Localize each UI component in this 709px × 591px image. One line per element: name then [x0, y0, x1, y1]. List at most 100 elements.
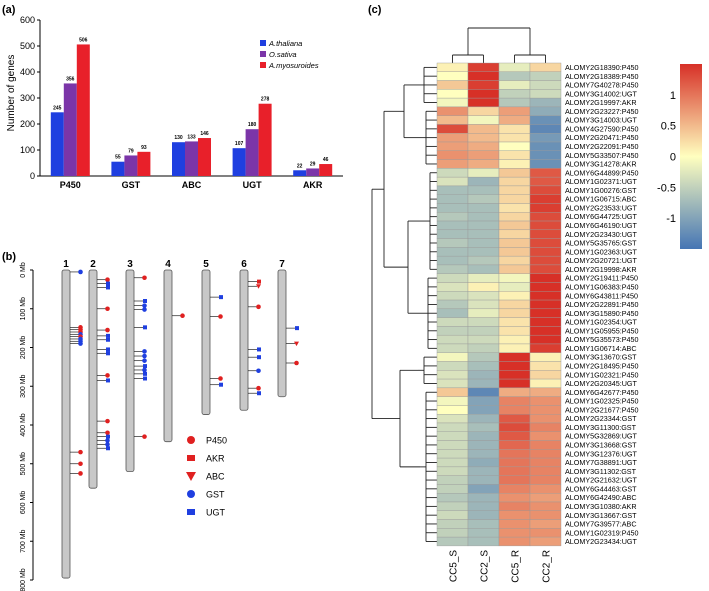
gene-marker-p450 — [256, 385, 261, 391]
heatmap-cell — [529, 431, 562, 441]
mb-tick-label: 600 Mb — [20, 491, 27, 514]
heatmap-cell — [467, 299, 500, 310]
gene-label: ALOMY2G23430:UGT — [565, 230, 638, 239]
bar-akr-3 — [319, 164, 333, 176]
colorbar-tick-label: 0.5 — [661, 121, 676, 133]
legend-marker-abc — [186, 472, 196, 481]
gene-label: ALOMY2G23344:GST — [565, 414, 637, 423]
chromosome-label-6: 6 — [241, 259, 247, 270]
heatmap-cell — [529, 405, 562, 415]
heatmap-cell — [529, 326, 562, 336]
gene-marker-p450 — [105, 277, 110, 282]
chromosome-label-7: 7 — [279, 259, 285, 270]
heatmap-cell — [498, 159, 531, 169]
legend-label-p450: P450 — [206, 436, 227, 446]
heatmap-cell — [467, 168, 500, 178]
heatmap-cell — [498, 150, 531, 160]
gene-label: ALOMY6G44899:P450 — [565, 168, 639, 177]
y-tick-label: 500 — [20, 41, 35, 51]
heatmap-cell — [498, 124, 531, 134]
gene-marker-p450 — [105, 306, 110, 312]
panel-b-chromosomes: 1 2 3 4 5 6 7 — [61, 259, 299, 579]
heatmap-cell — [436, 396, 469, 406]
heatmap-cell — [467, 484, 500, 494]
heatmap-cell — [467, 273, 500, 283]
heatmap-cell — [436, 168, 469, 178]
heatmap-cell — [467, 405, 500, 415]
colorbar: 1 0.5 0 -0.5 -1 — [657, 64, 702, 249]
heatmap-cell — [467, 203, 500, 213]
legend-label-gst: GST — [206, 490, 225, 500]
gene-label: ALOMY1G02325:P450 — [565, 397, 639, 406]
heatmap-cell — [498, 220, 531, 231]
heatmap-cell — [529, 378, 562, 389]
heatmap-cell — [436, 255, 469, 266]
heatmap-cell — [529, 203, 562, 213]
heatmap-cell — [498, 291, 531, 301]
gene-label: ALOMY1G06715:ABC — [565, 195, 637, 204]
gene-marker-abc — [294, 341, 299, 347]
heatmap-cell — [436, 510, 469, 520]
heatmap-cell — [498, 493, 531, 503]
gene-label: ALOMY5G33507:P450 — [565, 151, 639, 160]
heatmap-cell — [529, 194, 562, 204]
legend-marker-ugt — [187, 509, 195, 515]
gene-label: ALOMY3G13670:GST — [565, 353, 637, 362]
heatmap-cell — [467, 378, 500, 389]
column-labels: CC5_S CC2_S CC5_R CC2_R — [449, 550, 553, 583]
heatmap-cell — [529, 352, 562, 362]
gene-label: ALOMY6G44725:UGT — [565, 212, 638, 221]
gene-marker-ugt — [106, 446, 110, 451]
heatmap-cell — [529, 484, 562, 494]
legend-label-2: O.sativa — [269, 50, 297, 59]
heatmap-cell — [529, 97, 562, 108]
column-label: CC5_S — [449, 550, 460, 583]
gene-label: ALOMY1G02319:P450 — [565, 528, 639, 537]
x-tick-label-ugt: UGT — [243, 180, 263, 190]
heatmap-cell — [467, 343, 500, 353]
heatmap-cell — [467, 176, 500, 187]
heatmap-cell — [498, 422, 531, 432]
gene-label: ALOMY2G19411:P450 — [565, 274, 638, 283]
gene-label: ALOMY6G42490:ABC — [565, 493, 637, 502]
legend-marker-akr — [187, 455, 195, 461]
gene-marker-ugt — [143, 299, 147, 303]
heatmap-cell — [467, 71, 500, 81]
panel-a-bar-chart: (a) Number of genes 0 100 200 300 400 500 600 P… — [2, 4, 343, 190]
bar-akr-1 — [293, 170, 307, 176]
bar-ugt-3 — [258, 103, 272, 176]
y-tick-label: 300 — [20, 93, 35, 103]
heatmap-cell — [498, 343, 531, 353]
heatmap-cell — [467, 159, 500, 169]
gene-label: ALOMY2G22891:P450 — [565, 300, 639, 309]
heatmap-cell — [529, 141, 562, 152]
heatmap-cell — [498, 115, 531, 125]
heatmap-cell — [529, 124, 562, 134]
gene-marker-ugt — [106, 434, 110, 439]
gene-marker-gst — [142, 358, 147, 363]
gene-marker-ugt — [106, 285, 110, 290]
heatmap-cell — [498, 519, 531, 529]
mb-tick-label: 100 Mb — [20, 297, 27, 320]
heatmap-cell — [467, 141, 500, 152]
bar-value-label: 245 — [53, 105, 62, 111]
heatmap-cell — [467, 352, 500, 362]
heatmap-cell — [498, 317, 531, 327]
legend-label-3: A.myosuroides — [268, 61, 319, 70]
heatmap-cell — [436, 106, 469, 116]
gene-marker-ugt — [143, 371, 147, 376]
heatmap-cell — [436, 440, 469, 450]
heatmap-cell — [529, 493, 562, 503]
gene-marker-p450 — [78, 449, 83, 455]
gene-marker-gst — [256, 368, 261, 374]
y-tick-label: 100 — [20, 145, 35, 155]
bar-ugt-2 — [245, 129, 259, 176]
heatmap-cell — [529, 510, 562, 520]
gene-label: ALOMY2G18389:P450 — [565, 72, 639, 81]
heatmap-cell — [467, 510, 500, 520]
gene-marker-ugt — [106, 281, 110, 286]
gene-label: ALOMY1G06714:ABC — [565, 344, 637, 353]
gene-label: ALOMY4G27590:P450 — [565, 124, 639, 133]
gene-marker-p450 — [105, 373, 110, 378]
x-tick-label-akr: AKR — [303, 180, 323, 190]
